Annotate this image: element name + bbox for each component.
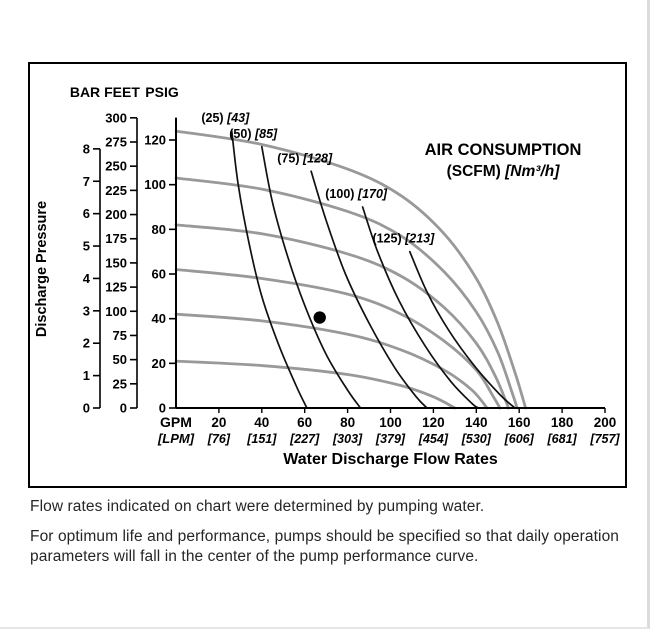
x-tick-label-gpm: 60 <box>297 415 312 430</box>
y-tick-label: 125 <box>105 280 127 295</box>
y-scale-header: BAR <box>70 84 100 100</box>
air-consumption-curve <box>408 250 516 409</box>
y-tick-label: 0 <box>83 401 90 416</box>
x-tick-label-lpm: [454] <box>418 432 449 446</box>
y-tick-label: 275 <box>105 135 127 150</box>
y-tick-label: 20 <box>152 356 166 371</box>
x-tick-label-lpm: [151] <box>246 432 277 446</box>
x-tick-label-lpm: [606] <box>504 432 535 446</box>
x-tick-label-gpm: 100 <box>379 415 402 430</box>
x-tick-label-lpm: [227] <box>289 432 320 446</box>
y-tick-label: 225 <box>105 183 127 198</box>
y-scale-header: FEET <box>104 84 140 100</box>
note-flow-rates: Flow rates indicated on chart were deter… <box>30 498 485 515</box>
x-tick-label-gpm: 120 <box>422 415 445 430</box>
y-tick-label: 100 <box>105 304 127 319</box>
y-tick-label: 175 <box>105 231 127 246</box>
y-tick-label: 250 <box>105 159 127 174</box>
x-axis-unit-lpm: [LPM] <box>157 431 195 446</box>
air-consumption-curve <box>230 130 308 409</box>
x-tick-label-lpm: [76] <box>207 432 231 446</box>
x-tick-label-gpm: 160 <box>508 415 531 430</box>
y-tick-label: 2 <box>83 336 90 351</box>
y-scale-header: PSIG <box>145 84 179 100</box>
y-tick-label: 200 <box>105 207 127 222</box>
y-tick-label: 4 <box>83 271 91 286</box>
x-tick-label-lpm: [757] <box>589 432 620 446</box>
pump-performance-chart: BAR012345678FEET025507510012515017520022… <box>34 84 620 468</box>
note-optimum-life: For optimum life and performance, pumps … <box>30 527 620 566</box>
operating-point-dot <box>313 311 326 324</box>
y-tick-label: 6 <box>83 206 90 221</box>
y-tick-label: 300 <box>105 110 127 125</box>
x-tick-label-gpm: 40 <box>254 415 269 430</box>
air-curve-label: (100) [170] <box>325 187 388 201</box>
y-tick-label: 75 <box>113 328 127 343</box>
performance-curve <box>174 268 502 410</box>
y-tick-label: 0 <box>159 401 166 416</box>
y-tick-label: 7 <box>83 174 90 189</box>
y-tick-label: 1 <box>83 368 90 383</box>
x-axis-unit-gpm: GPM <box>160 414 192 430</box>
chart-frame: BAR 0 1 2 3 4 5 6 7 8 FEET 0 25 50 75 100 125 150 175 200 22… <box>28 62 627 488</box>
air-consumption-curve <box>260 145 362 409</box>
x-tick-label-lpm: [681] <box>547 432 578 446</box>
y-tick-label: 50 <box>113 352 127 367</box>
y-tick-label: 8 <box>83 141 90 156</box>
x-tick-label-lpm: [530] <box>461 432 492 446</box>
x-tick-label-gpm: 180 <box>551 415 574 430</box>
x-tick-label-gpm: 140 <box>465 415 488 430</box>
air-curve-label: (75) [128] <box>277 151 333 165</box>
x-tick-label-gpm: 80 <box>340 415 355 430</box>
y-tick-label: 100 <box>144 177 166 192</box>
x-tick-label-gpm: 20 <box>211 415 226 430</box>
y-tick-label: 25 <box>113 376 127 391</box>
x-axis-title: Water Discharge Flow Rates <box>283 451 498 468</box>
x-tick-label-lpm: [303] <box>332 432 363 446</box>
performance-curve <box>174 312 489 410</box>
chart-title-line2: (SCFM) [Nm³/h] <box>447 163 561 180</box>
y-tick-label: 0 <box>120 401 127 416</box>
x-tick-label-gpm: 200 <box>594 415 617 430</box>
y-tick-label: 40 <box>152 311 166 326</box>
y-tick-label: 60 <box>152 267 166 282</box>
performance-curve <box>174 129 528 410</box>
air-curve-label: (50) [85] <box>229 127 278 141</box>
y-tick-label: 80 <box>152 222 166 237</box>
y-tick-label: 5 <box>83 239 90 254</box>
performance-curve <box>174 223 510 410</box>
y-tick-label: 150 <box>105 255 127 270</box>
y-tick-label: 3 <box>83 303 90 318</box>
air-curve-label: (25) [43] <box>201 111 250 125</box>
air-curve-label: (125) [213] <box>372 232 435 246</box>
notes: Flow rates indicated on chart were deter… <box>30 497 632 577</box>
performance-curve <box>174 359 457 410</box>
x-tick-label-lpm: [379] <box>375 432 406 446</box>
y-axis-title: Discharge Pressure <box>34 201 50 337</box>
air-consumption-curve <box>361 206 480 409</box>
air-consumption-curve <box>310 170 428 409</box>
chart-title-line1: AIR CONSUMPTION <box>425 141 582 159</box>
y-tick-label: 120 <box>144 133 166 148</box>
